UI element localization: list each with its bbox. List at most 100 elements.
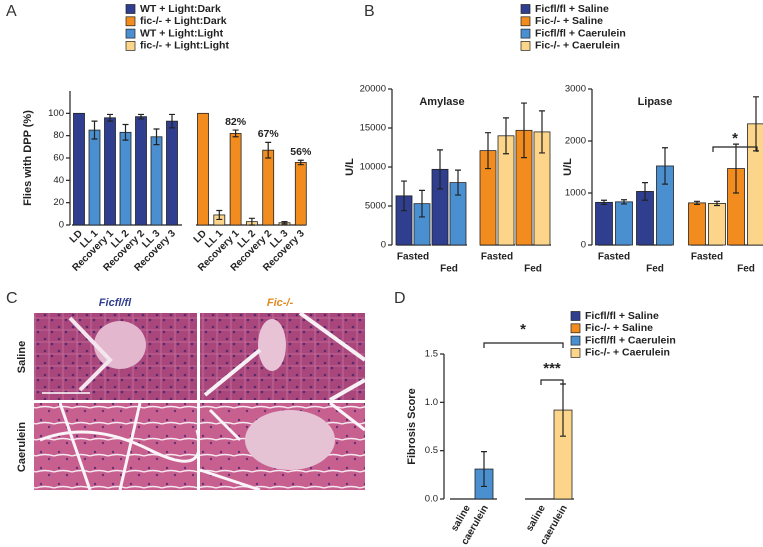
error-bar [521, 102, 527, 159]
error-bar [642, 182, 648, 201]
value-label: 56% [290, 146, 312, 158]
legend-swatch [570, 335, 581, 346]
legend-swatch [520, 28, 531, 39]
panel-label: A [6, 3, 17, 20]
legend-label: Ficfl/fl + Caerulein [585, 334, 676, 346]
significance-label: * [520, 321, 526, 338]
error-bar [621, 199, 627, 205]
error-bar [107, 113, 113, 122]
error-bar [485, 132, 491, 170]
row-header: Caerulein [16, 422, 28, 472]
panel-label: C [6, 290, 18, 307]
error-bar [694, 200, 700, 206]
error-bar [601, 199, 607, 206]
panel-label: D [394, 290, 406, 307]
error-bar [248, 217, 255, 226]
legend-label: Fic-/- + Caerulein [585, 347, 670, 359]
legend-label: WT + Light:Dark [140, 3, 221, 15]
bar [688, 202, 706, 246]
significance-label: *** [543, 360, 561, 377]
error-bar [503, 117, 509, 155]
legend-swatch [125, 28, 136, 39]
bar [708, 202, 726, 246]
significance-bracket [483, 342, 564, 348]
legend-label: fic-/- + Light:Light [140, 40, 229, 52]
y-tick-label: 2000 [565, 136, 586, 147]
error-bar [455, 169, 461, 196]
error-bar [714, 200, 720, 207]
bar [595, 201, 613, 246]
error-bar [232, 129, 239, 138]
error-bar [91, 120, 98, 140]
bar [294, 162, 307, 226]
y-axis-label: U/L [344, 158, 356, 176]
error-bar [297, 159, 304, 166]
error-bar [481, 451, 487, 488]
chart-title: Lipase [638, 96, 673, 108]
bar [262, 149, 275, 226]
chart-title: Amylase [419, 96, 464, 108]
error-bar [401, 180, 407, 212]
y-tick-label: 3000 [565, 84, 586, 95]
legend-label: Ficfl/fl + Caerulein [535, 27, 626, 39]
legend-swatch [520, 41, 531, 51]
legend-swatch [125, 16, 136, 27]
legend-swatch [520, 4, 531, 14]
bar [747, 123, 763, 246]
y-axis-label: U/L [562, 158, 574, 176]
x-tick-label: Fed [737, 264, 755, 275]
x-tick-label: Fasted [481, 252, 513, 263]
legend-swatch [570, 323, 581, 334]
error-bar [216, 209, 223, 221]
y-tick-label: 1.0 [425, 397, 438, 408]
x-tick-label: Fed [646, 264, 664, 275]
bar [197, 112, 209, 226]
y-tick-label: 15000 [360, 123, 386, 134]
y-tick-label: 5000 [365, 201, 386, 212]
column-header: Ficfl/fl [99, 297, 132, 309]
legend-swatch [125, 41, 136, 51]
legend-label: Fic-/- + Saline [585, 322, 653, 334]
error-bar [281, 221, 288, 225]
y-tick-label: 100 [48, 108, 64, 119]
x-tick-label: Fasted [598, 252, 630, 263]
y-tick-label: 0.0 [425, 494, 438, 505]
y-tick-label: 1.5 [425, 349, 438, 360]
legend-label: WT + Light:Light [140, 27, 224, 39]
legend-label: Fic-/- + Caerulein [535, 40, 620, 52]
value-label: 82% [225, 116, 247, 128]
error-bar [169, 113, 175, 129]
bar [229, 133, 242, 226]
legend-swatch [570, 311, 581, 321]
error-bar [419, 189, 425, 218]
bar [135, 116, 147, 226]
error-bar [265, 141, 272, 159]
row-header: Saline [16, 341, 28, 373]
error-bar [153, 128, 160, 146]
error-bar [662, 147, 668, 185]
y-tick-label: 0 [381, 240, 386, 251]
y-tick-label: 60 [53, 153, 64, 164]
value-label: 67% [258, 128, 280, 140]
legend-swatch [570, 348, 581, 358]
legend-swatch [520, 16, 531, 27]
y-tick-label: 0 [59, 220, 64, 231]
error-bar [753, 96, 759, 152]
error-bar [138, 113, 144, 120]
error-bar [437, 149, 443, 190]
y-axis-label: Flies with DPP (%) [22, 110, 34, 206]
error-bar [539, 110, 545, 154]
bar [88, 129, 101, 226]
y-tick-label: 20000 [360, 84, 386, 95]
y-tick-label: 80 [53, 130, 64, 141]
bar [104, 117, 116, 226]
significance-bracket [540, 379, 564, 385]
bar [615, 201, 633, 246]
legend-label: Ficfl/fl + Saline [585, 310, 659, 322]
x-tick-label: Fed [524, 264, 542, 275]
bar [166, 120, 178, 226]
x-tick-label: Fasted [397, 252, 429, 263]
y-tick-label: 40 [53, 175, 64, 186]
x-tick-label: Fed [440, 264, 458, 275]
